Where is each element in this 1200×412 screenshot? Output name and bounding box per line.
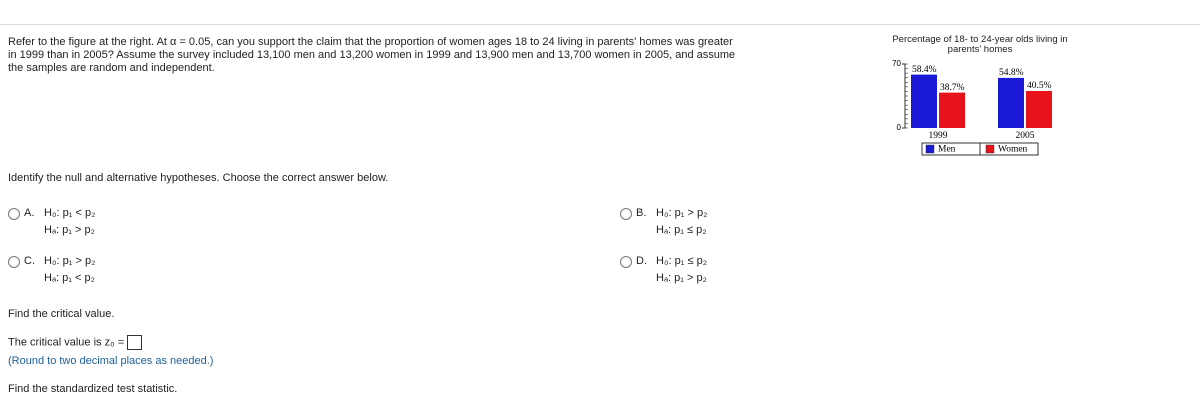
x-tick-label: 2005 <box>1016 131 1035 141</box>
null-hypothesis: H₀: p₁ ≤ p₂ <box>656 255 707 267</box>
radio-button[interactable] <box>8 208 20 220</box>
bar <box>939 92 965 128</box>
legend-label: Men <box>938 145 956 155</box>
option-letter: D. <box>636 255 647 267</box>
null-hypothesis: H₀: p₁ > p₂ <box>44 255 96 267</box>
option[interactable]: D. H₀: p₁ ≤ p₂ Hₐ: p₁ > p₂ <box>620 253 920 287</box>
radio-button[interactable] <box>620 208 632 220</box>
alt-hypothesis: Hₐ: p₁ > p₂ <box>44 224 95 236</box>
critical-row: The critical value is z₀ = <box>8 335 143 350</box>
chart: 0 70 1999 58.4%38.7% 2005 54.8%40.5% Men Women <box>892 59 1052 156</box>
radio-button[interactable] <box>8 256 20 268</box>
value-label: 40.5% <box>1027 81 1052 91</box>
separator <box>0 24 1200 25</box>
hint: (Round to two decimal places as needed.) <box>8 355 214 367</box>
prompt: Identify the null and alternative hypoth… <box>8 172 389 184</box>
legend-swatch <box>925 144 935 154</box>
radio-button[interactable] <box>620 256 632 268</box>
x-tick-label: 1999 <box>929 131 948 141</box>
alt-hypothesis: Hₐ: p₁ > p₂ <box>656 272 707 284</box>
y-tick-label: 0 <box>897 123 902 132</box>
question-text: Refer to the figure at the right. At α =… <box>8 36 736 74</box>
option[interactable]: B. H₀: p₁ > p₂ Hₐ: p₁ ≤ p₂ <box>620 205 920 239</box>
value-label: 58.4% <box>912 65 937 75</box>
bar <box>998 77 1024 128</box>
value-label: 38.7% <box>940 83 965 93</box>
y-tick-label: 70 <box>892 59 901 68</box>
chart-title: Percentage of 18- to 24-year olds living… <box>892 34 1068 55</box>
option[interactable]: C. H₀: p₁ > p₂ Hₐ: p₁ < p₂ <box>8 253 308 287</box>
option-letter: C. <box>24 255 35 267</box>
legend-swatch <box>985 144 995 154</box>
critical-label: The critical value is z₀ = <box>8 336 125 349</box>
value-label: 54.8% <box>999 68 1024 78</box>
option-letter: A. <box>24 207 35 219</box>
option-letter: B. <box>636 207 647 219</box>
alt-hypothesis: Hₐ: p₁ < p₂ <box>44 272 95 284</box>
null-hypothesis: H₀: p₁ > p₂ <box>656 207 708 219</box>
critical-heading: Find the critical value. <box>8 308 115 320</box>
null-hypothesis: H₀: p₁ < p₂ <box>44 207 96 219</box>
legend-label: Women <box>998 145 1028 155</box>
bar <box>911 74 937 128</box>
next-step: Find the standardized test statistic. <box>8 383 178 395</box>
alt-hypothesis: Hₐ: p₁ ≤ p₂ <box>656 224 707 236</box>
option[interactable]: A. H₀: p₁ < p₂ Hₐ: p₁ > p₂ <box>8 205 308 239</box>
answer-box[interactable] <box>127 335 143 350</box>
bar <box>1026 90 1052 128</box>
